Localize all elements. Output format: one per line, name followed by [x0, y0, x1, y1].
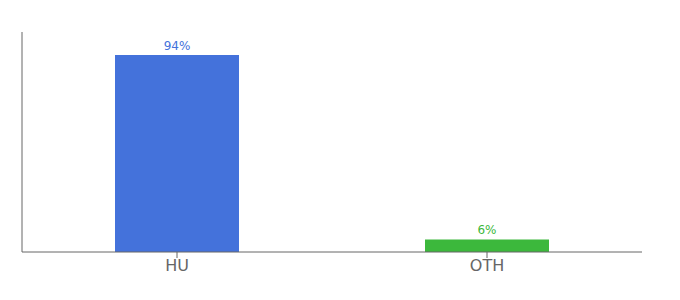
svg-text:HU: HU	[165, 256, 189, 275]
svg-text:OTH: OTH	[470, 256, 504, 275]
svg-text:94%: 94%	[164, 39, 191, 53]
svg-text:6%: 6%	[477, 223, 496, 237]
